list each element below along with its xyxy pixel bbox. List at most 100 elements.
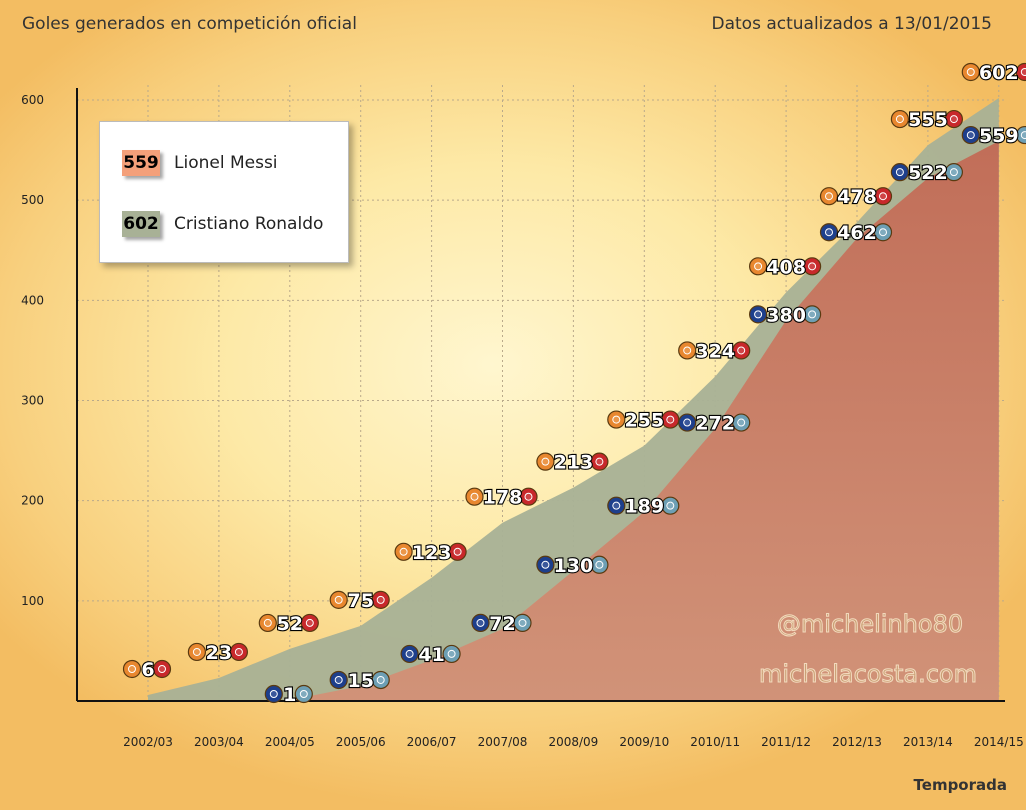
- badge-icon: [152, 659, 172, 679]
- data-label-ronaldo: 123: [412, 542, 452, 564]
- x-tick-label: 2010/11: [690, 735, 740, 749]
- data-label-ronaldo: 213: [554, 452, 594, 474]
- x-tick-label: 2007/08: [478, 735, 528, 749]
- data-label-messi: 272: [695, 413, 735, 435]
- badge-icon: [661, 410, 680, 429]
- badge-icon: [229, 642, 248, 662]
- badge-icon: [187, 642, 206, 662]
- data-label-ronaldo: 52: [277, 613, 303, 635]
- data-label-messi: 15: [347, 670, 373, 692]
- badge-icon: [448, 542, 467, 561]
- data-label-messi: 462: [837, 222, 877, 244]
- legend-item-ronaldo: 602 Cristiano Ronaldo: [122, 211, 323, 237]
- badge-icon: [394, 542, 413, 561]
- data-label-messi: 41: [418, 644, 444, 666]
- badge-icon: [607, 410, 626, 429]
- x-tick-label: 2006/07: [407, 735, 457, 749]
- badge-icon: [536, 555, 555, 574]
- badge-icon: [264, 684, 283, 704]
- badge-icon: [536, 452, 555, 471]
- badge-icon: [258, 613, 277, 633]
- badge-icon: [465, 487, 484, 506]
- y-tick-label: 100: [21, 594, 44, 608]
- badge-icon: [873, 187, 893, 206]
- badge-icon: [442, 644, 461, 664]
- watermark-site: michelacosta.com: [759, 660, 977, 688]
- badge-icon: [590, 555, 609, 574]
- badge-icon: [890, 163, 910, 182]
- badge-icon: [1015, 125, 1026, 145]
- badge-icon: [802, 257, 822, 276]
- x-tick-label: 2011/12: [761, 735, 811, 749]
- data-label-messi: 72: [489, 613, 515, 635]
- badge-icon: [329, 670, 348, 690]
- badge-icon: [802, 305, 822, 324]
- badge-icon: [519, 487, 538, 506]
- badge-icon: [732, 413, 751, 432]
- x-tick-label: 2014/15: [974, 735, 1024, 749]
- data-label-messi: 559: [979, 125, 1019, 147]
- update-date: Datos actualizados a 13/01/2015: [711, 14, 993, 34]
- data-label-ronaldo: 478: [837, 186, 877, 208]
- y-tick-label: 600: [21, 93, 44, 107]
- badge-icon: [678, 341, 697, 360]
- badge-icon: [944, 163, 964, 182]
- x-tick-label: 2005/06: [336, 735, 386, 749]
- y-tick-label: 400: [21, 293, 44, 307]
- area-series-messi: [289, 141, 999, 701]
- plot-area: [148, 97, 999, 702]
- data-label-messi: 130: [554, 555, 594, 577]
- badge-icon: [513, 613, 532, 632]
- data-label-ronaldo: 602: [979, 62, 1019, 84]
- legend-messi-name: Lionel Messi: [174, 153, 278, 173]
- data-labels: 6 23 52 75 123 178 213 255 324 408 478 555 602 1 15 41 7…: [122, 61, 1026, 707]
- badge-icon: [890, 109, 910, 129]
- x-axis-label: Temporada: [914, 776, 1007, 794]
- badge-icon: [819, 223, 839, 242]
- data-label-messi: 522: [908, 162, 948, 184]
- badge-icon: [873, 223, 893, 242]
- y-tick-label: 300: [21, 394, 44, 408]
- badge-icon: [400, 644, 419, 664]
- legend-ronaldo-total: 602: [122, 211, 160, 237]
- badge-icon: [122, 659, 142, 679]
- data-label-ronaldo: 408: [766, 256, 806, 278]
- data-label-ronaldo: 75: [347, 590, 373, 612]
- data-label-ronaldo: 555: [908, 109, 948, 131]
- badge-icon: [748, 305, 768, 324]
- y-tick-label: 500: [21, 193, 44, 207]
- data-label-ronaldo: 6: [141, 659, 154, 681]
- data-label-ronaldo: 324: [695, 340, 735, 362]
- badge-icon: [294, 684, 313, 704]
- badge-icon: [961, 125, 980, 145]
- badge-icon: [961, 62, 980, 82]
- data-label-messi: 189: [624, 496, 664, 518]
- badge-icon: [819, 187, 839, 206]
- x-tick-label: 2013/14: [903, 735, 953, 749]
- chart-title: Goles generados en competición oficial: [22, 14, 357, 34]
- data-label-ronaldo: 255: [624, 410, 664, 432]
- legend-item-messi: 559 Lionel Messi: [122, 150, 278, 176]
- badge-icon: [661, 496, 680, 515]
- badge-icon: [1015, 62, 1026, 82]
- badge-icon: [590, 452, 609, 471]
- legend: 559 Lionel Messi 602 Cristiano Ronaldo: [99, 121, 349, 263]
- axes: 100 200 300 400 500 600 2002/03 2003/04 2004/05 2…: [21, 88, 1024, 749]
- x-tick-label: 2003/04: [194, 735, 244, 749]
- x-tick-label: 2004/05: [265, 735, 315, 749]
- x-tick-label: 2008/09: [548, 735, 598, 749]
- badge-icon: [607, 496, 626, 515]
- badge-icon: [678, 413, 697, 432]
- data-label-ronaldo: 178: [483, 487, 523, 509]
- y-tick-label: 200: [21, 494, 44, 508]
- x-tick-label: 2009/10: [619, 735, 669, 749]
- data-label-ronaldo: 23: [206, 642, 232, 664]
- badge-icon: [944, 109, 964, 129]
- data-label-messi: 380: [766, 304, 806, 326]
- badge-icon: [329, 590, 348, 609]
- badge-icon: [371, 670, 390, 690]
- legend-ronaldo-name: Cristiano Ronaldo: [174, 214, 324, 234]
- badge-icon: [471, 613, 490, 632]
- badge-icon: [300, 613, 319, 633]
